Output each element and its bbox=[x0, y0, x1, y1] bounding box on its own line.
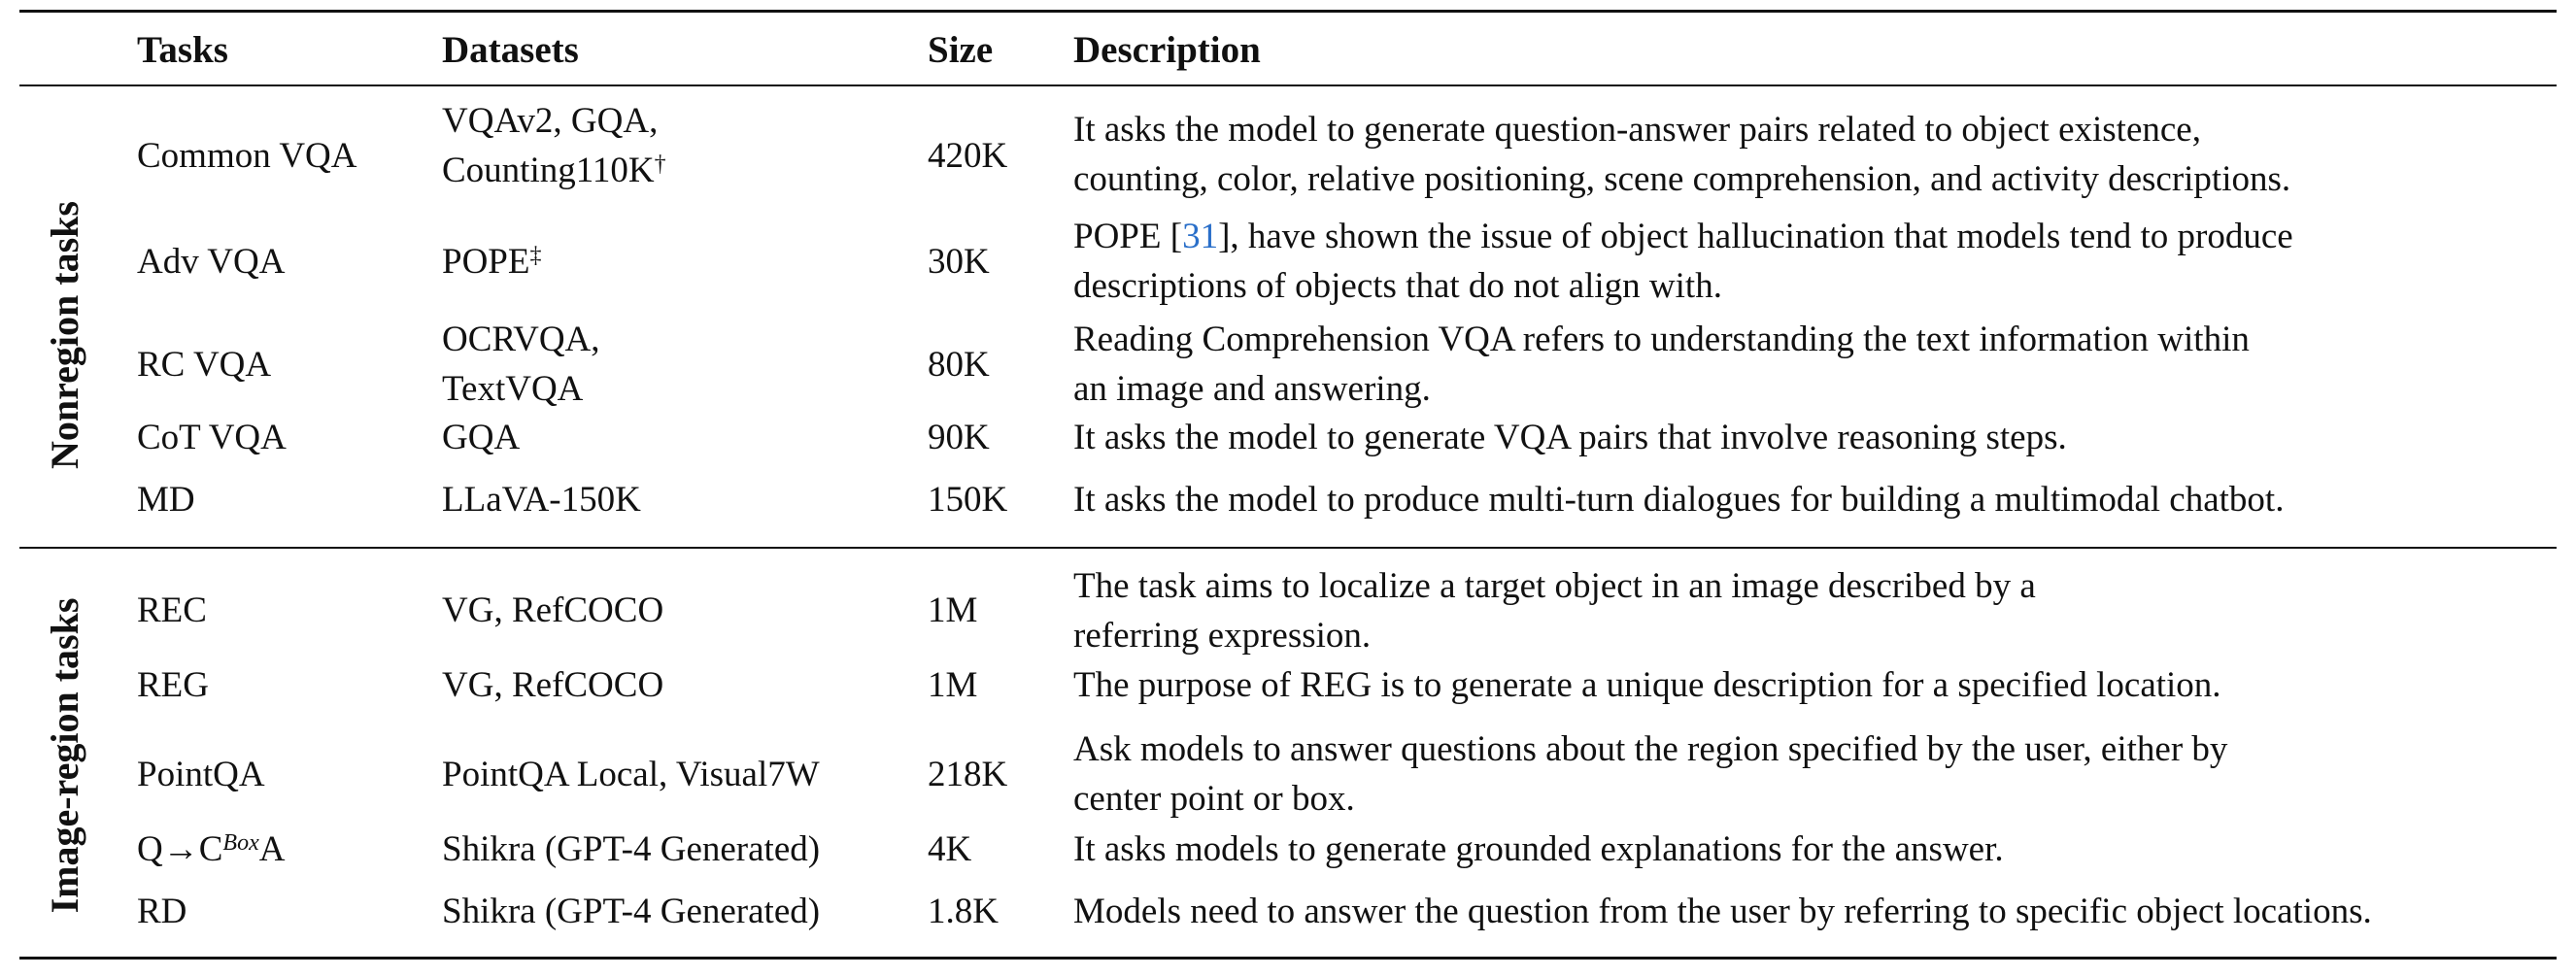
bottom-rule bbox=[19, 957, 2557, 960]
citation-link[interactable]: 31 bbox=[1182, 217, 1219, 256]
header-datasets: Datasets bbox=[442, 29, 579, 71]
task-superscript: Box bbox=[222, 830, 259, 856]
description-line: The task aims to localize a target objec… bbox=[1073, 566, 2036, 606]
datasets-cell: PointQA Local, Visual7W bbox=[442, 755, 820, 794]
datasets-cell: VG, RefCOCO bbox=[442, 590, 664, 630]
size-cell: 150K bbox=[928, 480, 1008, 520]
description-cell: It asks the model to generate question-a… bbox=[1073, 105, 2290, 204]
size-cell: 80K bbox=[928, 345, 990, 385]
size-cell: 4K bbox=[928, 829, 972, 869]
datasets-cell: LLaVA-150K bbox=[442, 480, 641, 520]
description-line: referring expression. bbox=[1073, 616, 1372, 656]
description-cell: It asks models to generate grounded expl… bbox=[1073, 829, 2004, 869]
datasets-text: POPE bbox=[442, 242, 530, 282]
datasets-cell: VQAv2, GQA, Counting110K† bbox=[442, 96, 666, 195]
top-rule bbox=[19, 10, 2557, 13]
task-cell: REG bbox=[137, 665, 209, 705]
datasets-line: OCRVQA, bbox=[442, 320, 600, 359]
description-line: Reading Comprehension VQA refers to unde… bbox=[1073, 320, 2250, 359]
description-text: POPE [ bbox=[1073, 217, 1183, 256]
task-cell: REC bbox=[137, 590, 207, 630]
group-separator-rule bbox=[19, 547, 2557, 549]
task-text: Q→C bbox=[137, 829, 223, 869]
task-cell: PointQA bbox=[137, 755, 265, 794]
footnote-mark: † bbox=[654, 152, 666, 177]
header-rule bbox=[19, 84, 2557, 86]
size-cell: 1M bbox=[928, 665, 978, 705]
description-cell: The purpose of REG is to generate a uniq… bbox=[1073, 665, 2221, 705]
description-line: Ask models to answer questions about the… bbox=[1073, 729, 2228, 769]
size-cell: 1M bbox=[928, 590, 978, 630]
task-cell: Adv VQA bbox=[137, 242, 286, 282]
task-cell: Q→CBoxA bbox=[137, 825, 285, 874]
datasets-cell: VG, RefCOCO bbox=[442, 665, 664, 705]
footnote-mark: ‡ bbox=[529, 243, 542, 268]
group-label-nonregion: Nonregion tasks bbox=[43, 201, 86, 469]
description-cell: The task aims to localize a target objec… bbox=[1073, 561, 2036, 660]
task-cell: Common VQA bbox=[137, 136, 357, 176]
datasets-text: Counting110K bbox=[442, 151, 655, 190]
description-cell: POPE [31], have shown the issue of objec… bbox=[1073, 212, 2293, 311]
datasets-cell: Shikra (GPT-4 Generated) bbox=[442, 829, 821, 869]
description-line: POPE [31], have shown the issue of objec… bbox=[1073, 212, 2293, 261]
task-cell: RD bbox=[137, 892, 187, 931]
datasets-line: Counting110K† bbox=[442, 146, 666, 195]
description-cell: It asks the model to produce multi-turn … bbox=[1073, 480, 2285, 520]
description-line: an image and answering. bbox=[1073, 369, 1431, 409]
datasets-cell: POPE‡ bbox=[442, 237, 541, 286]
header-tasks: Tasks bbox=[137, 29, 228, 71]
datasets-cell: GQA bbox=[442, 418, 521, 457]
size-cell: 420K bbox=[928, 136, 1008, 176]
description-line: counting, color, relative positioning, s… bbox=[1073, 159, 2291, 199]
datasets-cell: OCRVQA, TextVQA bbox=[442, 315, 600, 414]
size-cell: 90K bbox=[928, 418, 990, 457]
datasets-cell: Shikra (GPT-4 Generated) bbox=[442, 892, 821, 931]
size-cell: 30K bbox=[928, 242, 990, 282]
datasets-line: VQAv2, GQA, bbox=[442, 101, 659, 141]
datasets-line: TextVQA bbox=[442, 369, 584, 409]
description-cell: Models need to answer the question from … bbox=[1073, 892, 2372, 931]
size-cell: 218K bbox=[928, 755, 1008, 794]
description-line: It asks the model to generate question-a… bbox=[1073, 110, 2201, 150]
task-cell: RC VQA bbox=[137, 345, 272, 385]
group-label-image-region: Image-region tasks bbox=[43, 597, 86, 914]
header-description: Description bbox=[1073, 29, 1261, 71]
description-text: ], have shown the issue of object halluc… bbox=[1218, 217, 2293, 256]
description-cell: It asks the model to generate VQA pairs … bbox=[1073, 418, 2067, 457]
description-cell: Reading Comprehension VQA refers to unde… bbox=[1073, 315, 2250, 414]
description-line: descriptions of objects that do not alig… bbox=[1073, 266, 1722, 306]
header-size: Size bbox=[928, 29, 994, 71]
size-cell: 1.8K bbox=[928, 892, 999, 931]
task-cell: CoT VQA bbox=[137, 418, 287, 457]
description-line: center point or box. bbox=[1073, 779, 1355, 819]
task-text: A bbox=[258, 829, 286, 869]
description-cell: Ask models to answer questions about the… bbox=[1073, 724, 2227, 824]
task-cell: MD bbox=[137, 480, 195, 520]
